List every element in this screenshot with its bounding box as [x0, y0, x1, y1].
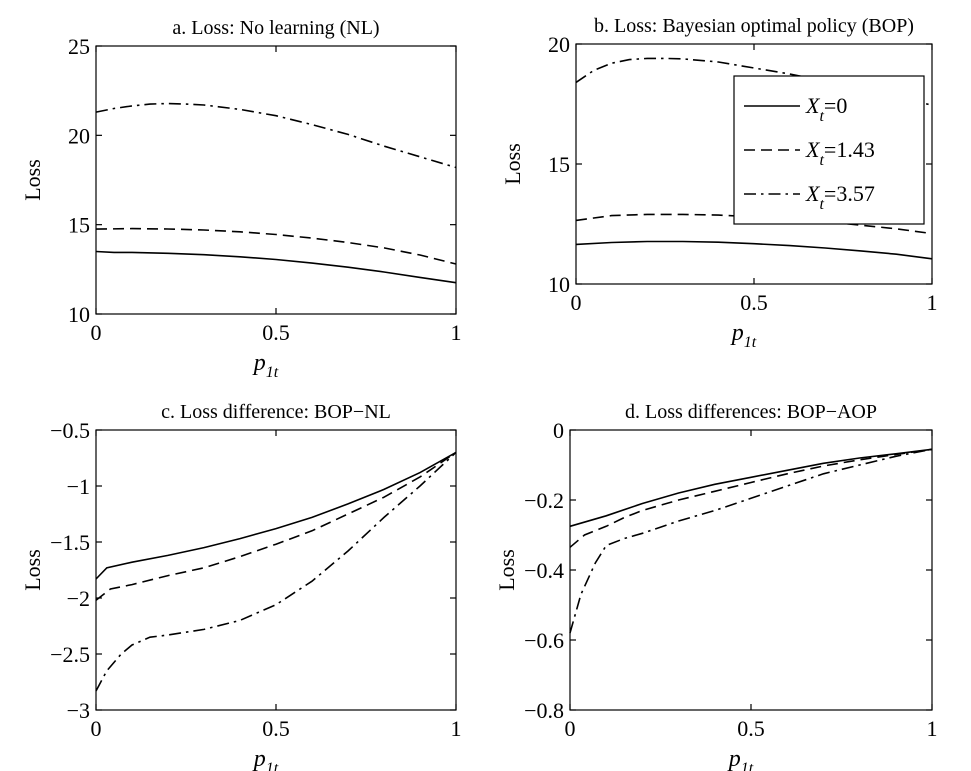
y-axis-label: Loss [500, 143, 525, 185]
y-tick-label: 10 [68, 302, 90, 327]
x-axis-label: p1t [727, 746, 754, 771]
x-tick-label: 1 [927, 716, 938, 741]
y-tick-label: −0.8 [524, 698, 564, 723]
x-axis-label: p1t [252, 350, 279, 381]
plot-frame [95, 45, 457, 315]
x-tick-label: 0.5 [262, 320, 290, 345]
x-tick-label: 0 [565, 716, 576, 741]
chart-panel-4: d. Loss differences: BOP−AOP 0 0.5 1 −0.8 −0.… [494, 401, 938, 771]
x-tick-label: 0 [571, 290, 582, 315]
y-tick-label: −2.5 [50, 642, 90, 667]
plot-frame [95, 429, 457, 711]
x-tick-label: 1 [451, 320, 462, 345]
series-line-3 [95, 451, 457, 692]
legend-entry: Xt=1.43 [805, 137, 875, 169]
y-tick-label: −1.5 [50, 530, 90, 555]
plot-frame [569, 429, 933, 711]
y-tick-label: −3 [67, 698, 90, 723]
y-tick-label: −0.6 [524, 628, 564, 653]
x-axis-label: p1t [730, 320, 757, 351]
y-tick-label: 20 [68, 123, 90, 148]
series-line-2 [95, 227, 457, 265]
series-line-2 [569, 448, 933, 548]
chart-panel-2: b. Loss: Bayesian optimal policy (BOP) 0 0… [500, 15, 938, 351]
y-tick-label: 20 [548, 32, 570, 57]
series-line-1 [95, 451, 457, 580]
y-tick-label: −0.4 [524, 558, 564, 583]
y-tick-label: −0.5 [50, 418, 90, 443]
chart-panel-3: c. Loss difference: BOP−NL 0 0.5 1 −3 −2.5 −2 −… [20, 401, 462, 771]
chart-title: d. Loss differences: BOP−AOP [625, 401, 877, 423]
chart-panel-1: a. Loss: No learning (NL) 0 0.5 1 10 15 20 25 Lo… [20, 17, 462, 381]
y-tick-label: 0 [553, 418, 564, 443]
x-tick-label: 0.5 [262, 716, 290, 741]
y-tick-label: 15 [68, 213, 90, 238]
series-line-1 [575, 240, 933, 260]
y-axis-label: Loss [20, 159, 45, 201]
y-tick-label: 25 [68, 34, 90, 59]
chart-title: b. Loss: Bayesian optimal policy (BOP) [594, 15, 914, 37]
y-tick-label: −0.2 [524, 488, 564, 513]
series-line-1 [569, 448, 933, 528]
chart-title: c. Loss difference: BOP−NL [161, 401, 391, 423]
y-axis-label: Loss [494, 549, 519, 591]
x-tick-label: 1 [927, 290, 938, 315]
x-tick-label: 0.5 [740, 290, 768, 315]
x-tick-label: 0 [91, 716, 102, 741]
y-tick-label: −1 [67, 474, 90, 499]
y-tick-label: 15 [548, 152, 570, 177]
legend-entry: Xt=3.57 [805, 181, 875, 213]
y-tick-label: −2 [67, 586, 90, 611]
series-line-3 [95, 102, 457, 169]
series-line-2 [95, 451, 457, 601]
legend: Xt=0 Xt=1.43 Xt=3.57 [733, 75, 925, 225]
x-axis-label: p1t [252, 746, 279, 771]
y-tick-label: 10 [548, 272, 570, 297]
chart-title: a. Loss: No learning (NL) [172, 17, 379, 39]
x-tick-label: 1 [451, 716, 462, 741]
x-tick-label: 0.5 [737, 716, 765, 741]
y-axis-label: Loss [20, 549, 45, 591]
x-tick-label: 0 [91, 320, 102, 345]
series-line-1 [95, 250, 457, 284]
legend-entry: Xt=0 [805, 93, 847, 125]
series-line-3 [569, 448, 933, 634]
